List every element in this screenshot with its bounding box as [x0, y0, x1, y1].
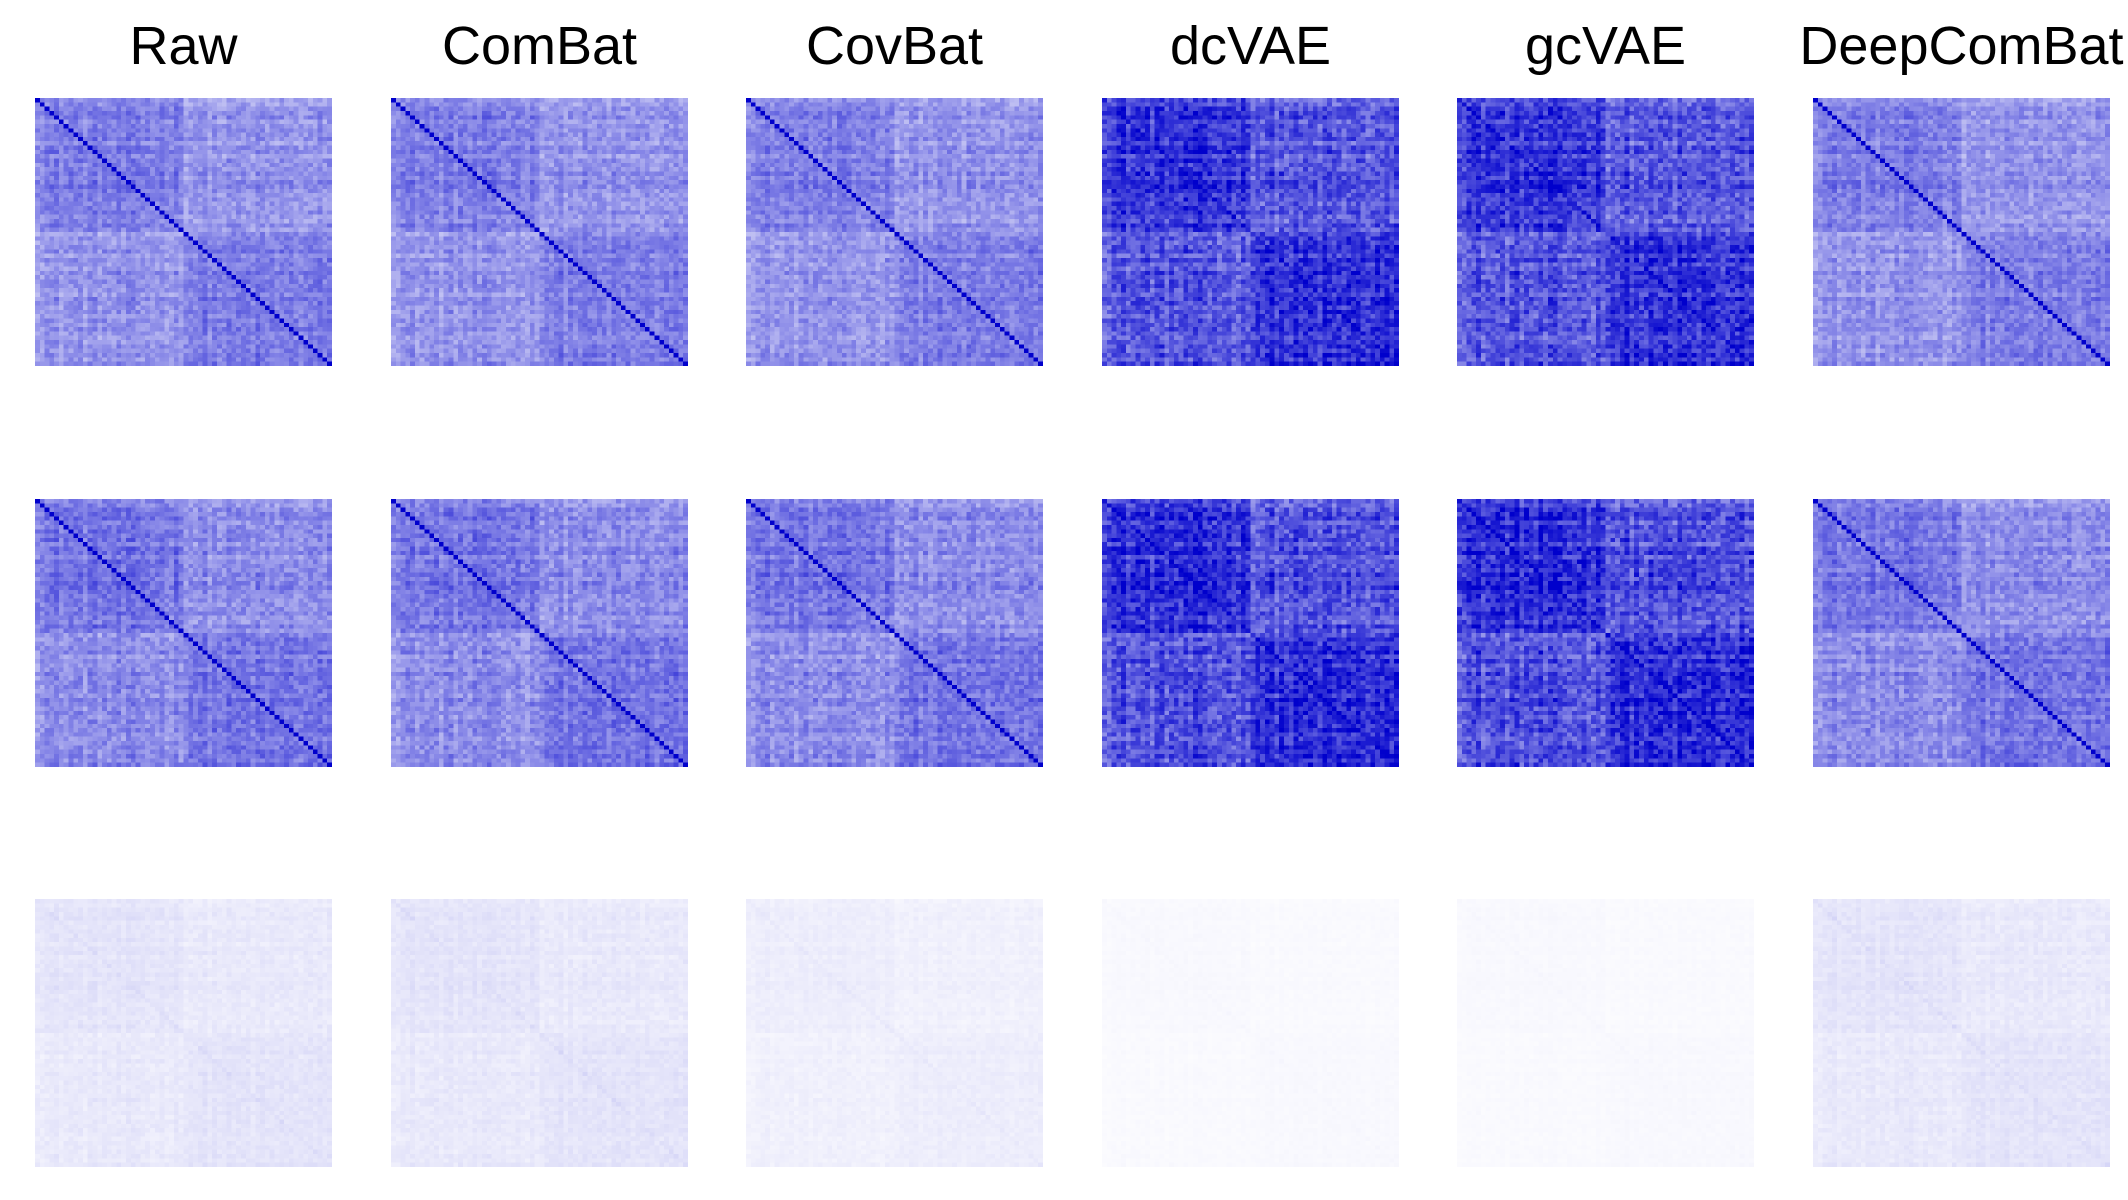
column-title-covbat: CovBat	[805, 16, 984, 76]
column-title-gcvae: gcVAE	[1524, 16, 1687, 76]
heatmap-combat-row-2	[391, 499, 688, 767]
column-title-raw: Raw	[129, 16, 238, 76]
heatmap-dcvae-row-1	[1102, 98, 1399, 366]
heatmap-deepcombat-row-1	[1813, 98, 2110, 366]
heatmap-dcvae-row-2	[1102, 499, 1399, 767]
heatmap-gcvae-row-1	[1457, 98, 1754, 366]
heatmap-gcvae-row-2	[1457, 499, 1754, 767]
heatmap-deepcombat-row-2	[1813, 499, 2110, 767]
column-title-dcvae: dcVAE	[1169, 16, 1332, 76]
heatmap-covbat-row-1	[746, 98, 1043, 366]
heatmap-raw-row-3	[35, 899, 332, 1167]
heatmap-covbat-row-3	[746, 899, 1043, 1167]
heatmap-deepcombat-row-3	[1813, 899, 2110, 1167]
heatmap-combat-row-1	[391, 98, 688, 366]
heatmap-raw-row-2	[35, 499, 332, 767]
column-title-combat: ComBat	[441, 16, 638, 76]
heatmap-gcvae-row-3	[1457, 899, 1754, 1167]
heatmap-dcvae-row-3	[1102, 899, 1399, 1167]
column-title-deepcombat: DeepComBat	[1799, 16, 2124, 76]
heatmap-covbat-row-2	[746, 499, 1043, 767]
heatmap-combat-row-3	[391, 899, 688, 1167]
heatmap-raw-row-1	[35, 98, 332, 366]
